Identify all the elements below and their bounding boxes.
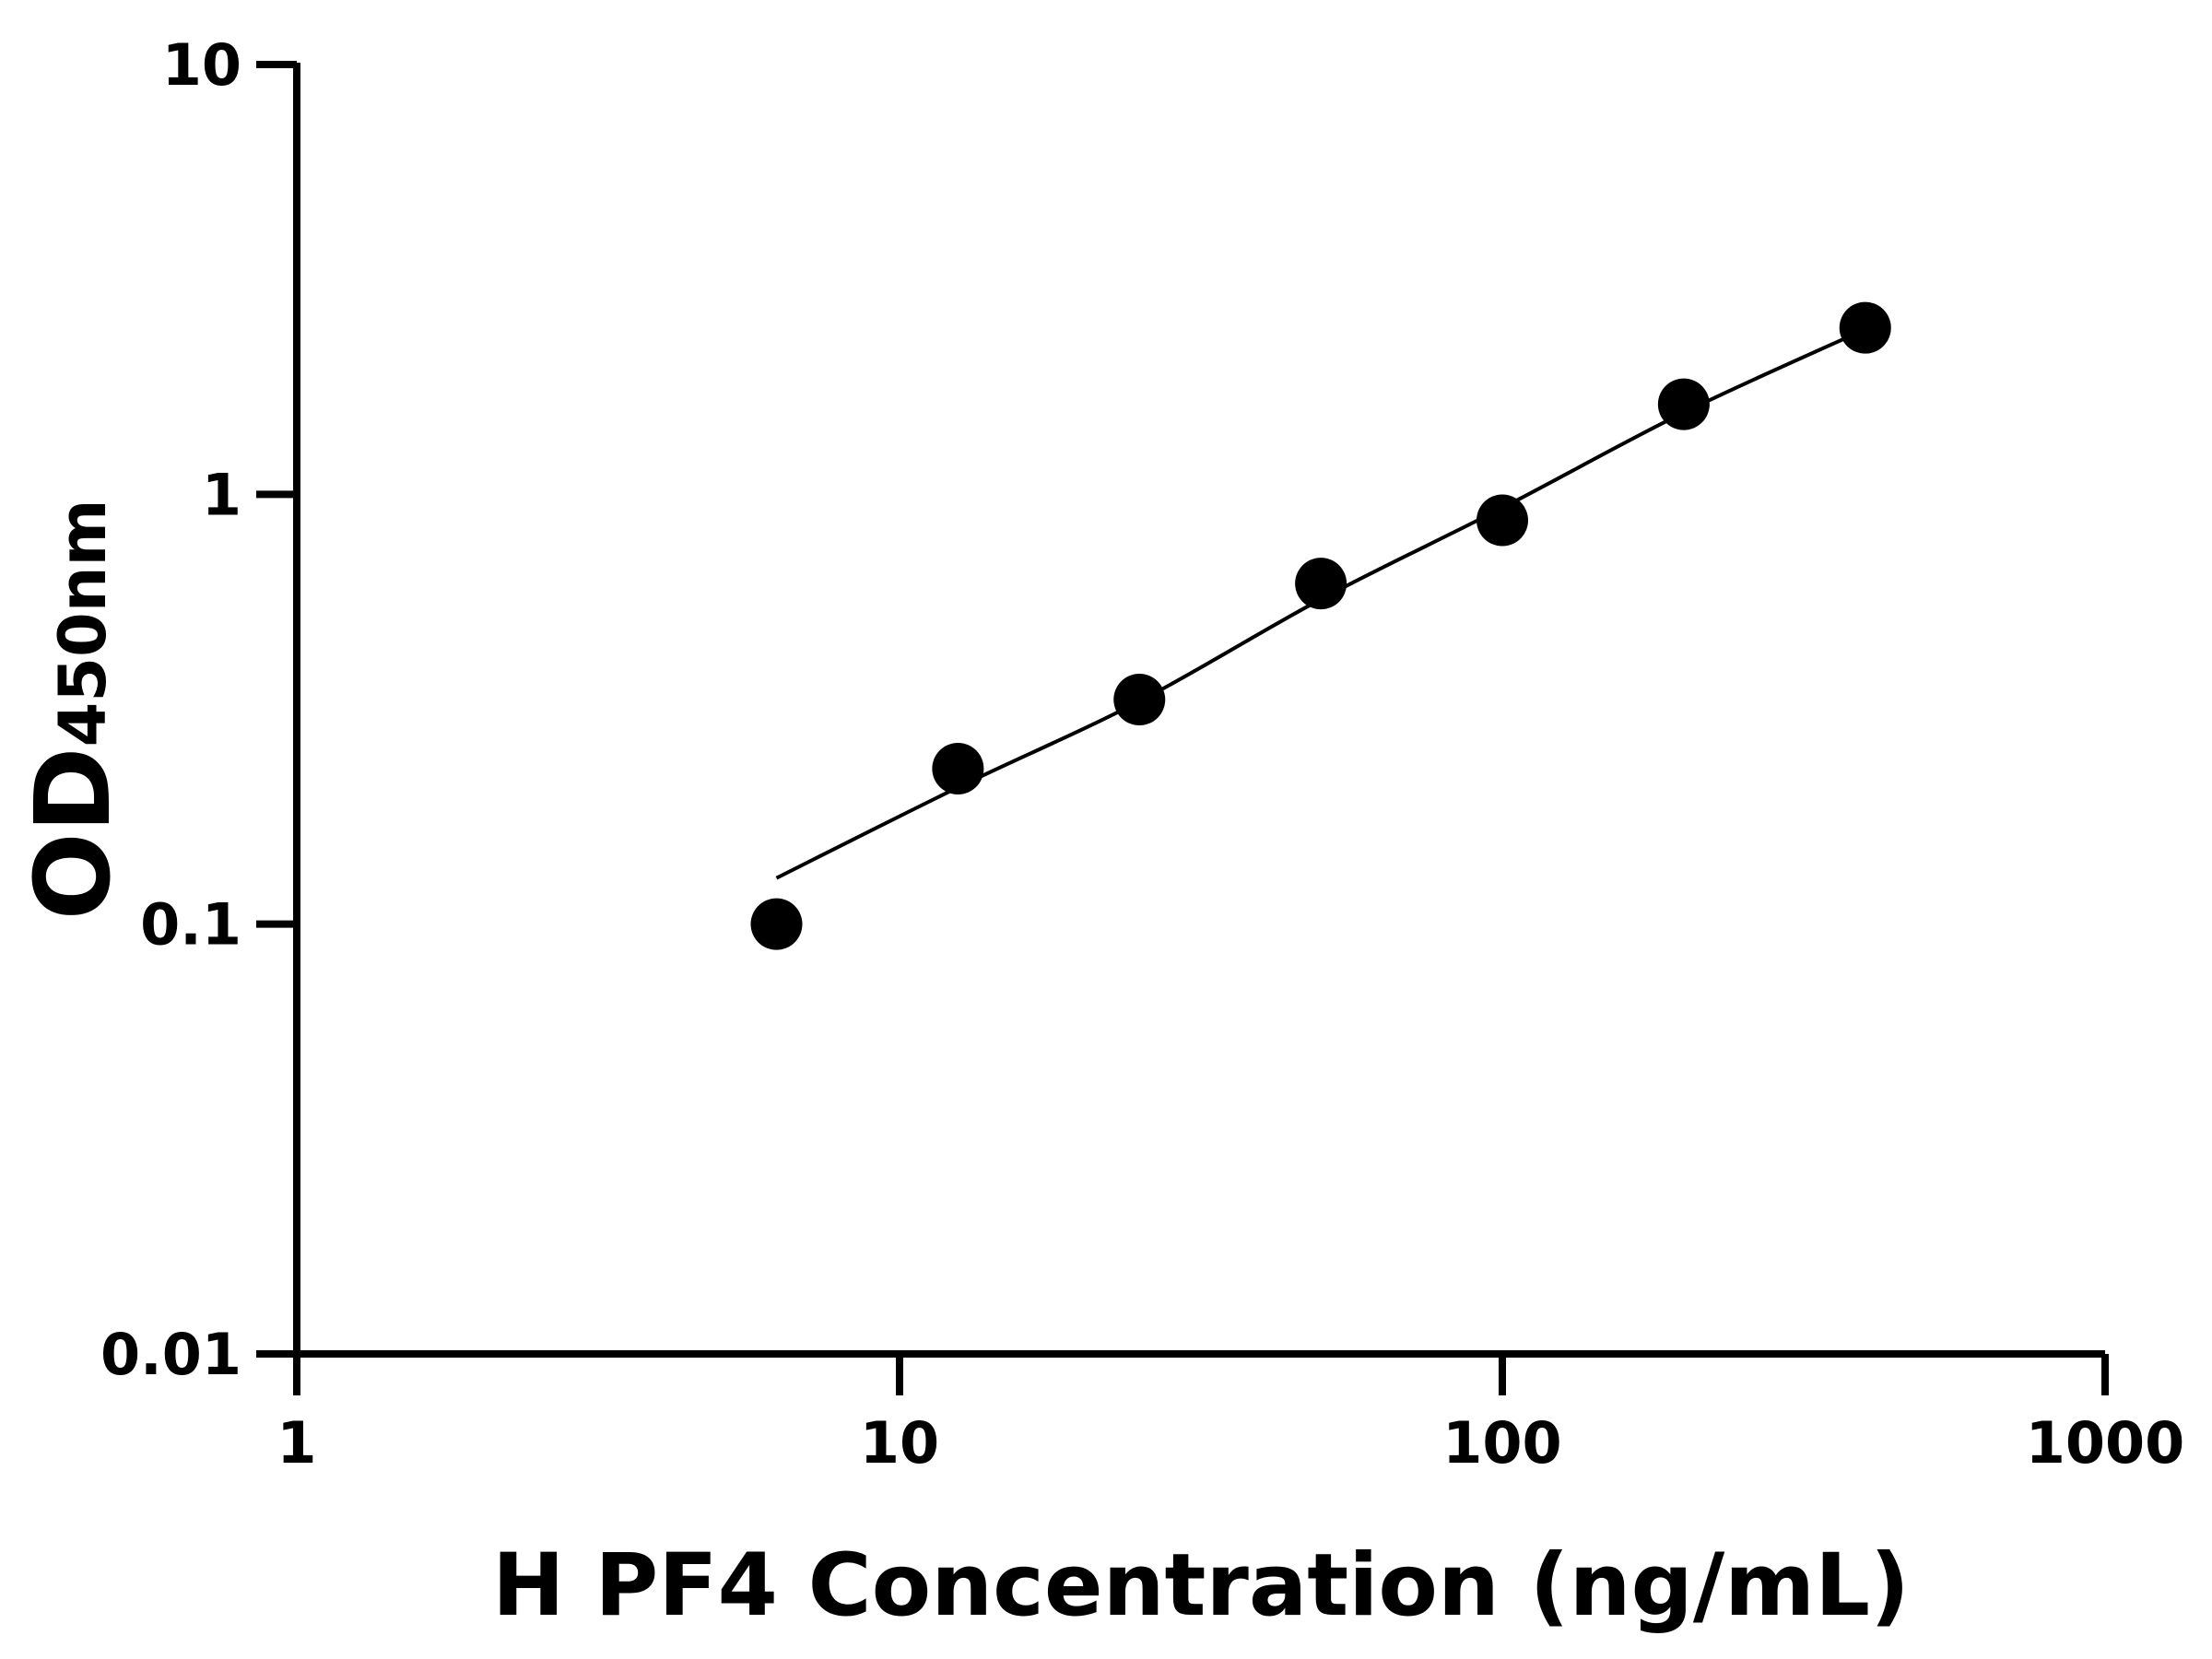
y-axis-label: OD450nm — [14, 499, 134, 920]
data-point — [1295, 558, 1347, 610]
axes — [293, 63, 2105, 1358]
x-tick-label: 1 — [276, 1409, 316, 1477]
data-point — [1657, 378, 1710, 430]
data-point — [1113, 674, 1166, 726]
data-point — [1477, 494, 1528, 547]
x-tick-label: 1000 — [2026, 1409, 2185, 1477]
ticks: 1 10 100 1000 0.01 0.1 1 10 — [100, 31, 2184, 1477]
x-tick-label: 10 — [860, 1409, 939, 1477]
y-axis-label-sub: 450nm — [45, 499, 121, 747]
data-point — [750, 898, 803, 950]
y-tick-label: 1 — [202, 461, 241, 528]
y-tick-label: 0.1 — [140, 891, 241, 959]
data-points — [750, 301, 1891, 950]
x-tick-label: 100 — [1442, 1409, 1561, 1477]
x-axis-label: H PF4 Concentration (ng/mL) — [492, 1535, 1910, 1636]
y-axis-label-main: OD — [14, 747, 134, 920]
y-tick-label: 10 — [162, 31, 241, 99]
data-point — [932, 742, 984, 794]
y-tick-label: 0.01 — [100, 1321, 241, 1388]
data-point — [1839, 301, 1891, 354]
